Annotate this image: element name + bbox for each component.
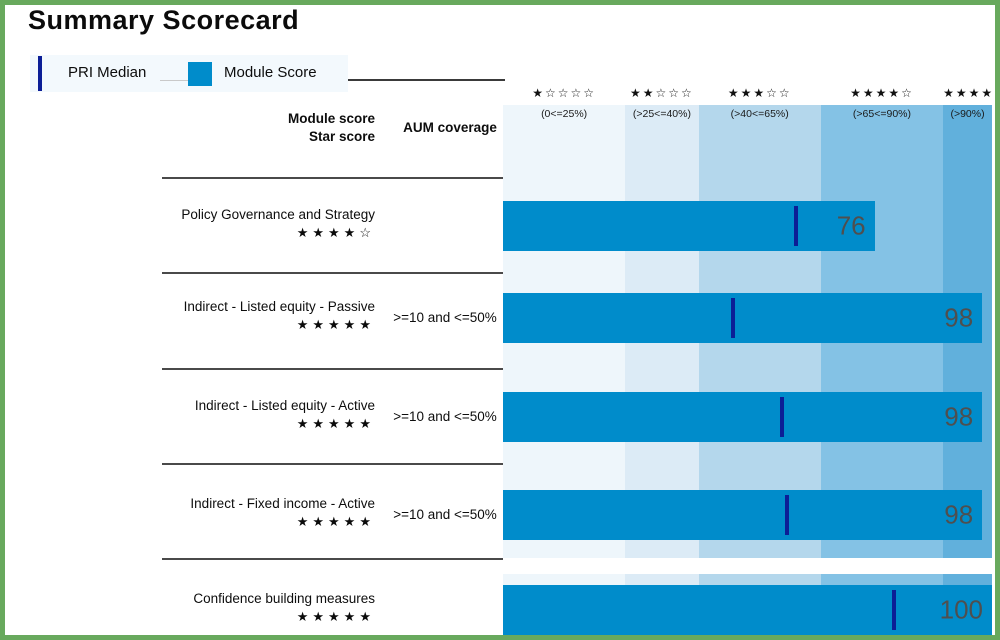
module-score-swatch-icon bbox=[188, 62, 212, 86]
star-score-header: Star score bbox=[308, 129, 375, 144]
aum-coverage-value: >=10 and <=50% bbox=[393, 310, 497, 325]
band-range-label: (>90%) bbox=[950, 108, 985, 120]
row-divider-line bbox=[162, 558, 503, 560]
aum-coverage-value: >=10 and <=50% bbox=[393, 409, 497, 424]
module-score-value: 98 bbox=[944, 401, 974, 432]
row-divider-line bbox=[162, 463, 503, 465]
star-score: ★★★★☆ bbox=[296, 225, 375, 240]
module-score-bar: 98 bbox=[503, 293, 983, 343]
chart-legend: PRI Median Module Score bbox=[30, 55, 348, 92]
page-title: Summary Scorecard bbox=[28, 5, 300, 35]
band-range-label: (>40<=65%) bbox=[730, 108, 789, 120]
legend-pri-median-label: PRI Median bbox=[68, 64, 147, 81]
star-score: ★★★★★ bbox=[296, 609, 375, 624]
pri-median-tick bbox=[892, 590, 897, 630]
aum-coverage-value: >=10 and <=50% bbox=[393, 507, 497, 522]
star-band-header: ★★★☆☆ bbox=[727, 86, 792, 100]
module-score-value: 98 bbox=[944, 499, 974, 530]
row-label-block: Policy Governance and Strategy ★★★★☆ bbox=[181, 207, 375, 241]
pri-median-line-icon bbox=[38, 56, 42, 91]
column-header-aum-coverage: AUM coverage bbox=[403, 120, 497, 135]
legend-module-score-label: Module Score bbox=[224, 64, 317, 81]
module-name-label: Indirect - Fixed income - Active bbox=[190, 496, 375, 511]
module-score-value: 100 bbox=[939, 594, 983, 625]
band-range-label: (>25<=40%) bbox=[632, 108, 691, 120]
module-name-label: Indirect - Listed equity - Passive bbox=[183, 299, 375, 314]
module-score-value: 98 bbox=[944, 302, 974, 333]
band-range-label: (>65<=90%) bbox=[852, 108, 912, 120]
star-band-header: ★☆☆☆☆ bbox=[532, 86, 597, 100]
star-score: ★★★★★ bbox=[296, 514, 375, 529]
module-score-bar: 100 bbox=[503, 585, 992, 635]
pri-median-tick bbox=[794, 206, 799, 246]
module-name-label: Indirect - Listed equity - Active bbox=[194, 398, 375, 413]
module-score-bar: 98 bbox=[503, 392, 983, 442]
row-divider-line bbox=[162, 177, 503, 179]
star-band-header: ★★★★☆ bbox=[850, 86, 914, 100]
star-band-header: ★★☆☆☆ bbox=[630, 86, 694, 100]
module-name-label: Policy Governance and Strategy bbox=[181, 207, 375, 222]
band-range-label: (0<=25%) bbox=[541, 108, 588, 120]
row-label-block: Confidence building measures ★★★★★ bbox=[193, 591, 375, 625]
pri-median-tick bbox=[730, 298, 735, 338]
star-band-header: ★★★★★ bbox=[943, 86, 1000, 100]
row-divider-line bbox=[162, 368, 503, 370]
module-score-header: Module score bbox=[287, 111, 375, 126]
column-header-module-star-score: Module score Star score bbox=[288, 110, 375, 146]
module-score-bar: 98 bbox=[503, 490, 983, 540]
row-label-block: Indirect - Listed equity - Active ★★★★★ bbox=[195, 398, 375, 432]
star-band-header-row: ★☆☆☆☆ ★★☆☆☆ ★★★☆☆ ★★★★☆ ★★★★★ bbox=[503, 86, 1000, 104]
legend-rule-line bbox=[348, 79, 505, 81]
star-score: ★★★★★ bbox=[296, 317, 375, 332]
pri-median-tick bbox=[784, 495, 789, 535]
pri-median-tick bbox=[779, 397, 784, 437]
row-divider-line bbox=[162, 272, 503, 274]
module-score-bar: 76 bbox=[503, 201, 875, 251]
row-label-block: Indirect - Listed equity - Passive ★★★★★ bbox=[184, 299, 375, 333]
legend-divider-line bbox=[160, 80, 188, 81]
row-label-block: Indirect - Fixed income - Active ★★★★★ bbox=[190, 496, 375, 530]
module-name-label: Confidence building measures bbox=[193, 591, 375, 606]
star-score: ★★★★★ bbox=[296, 416, 375, 431]
module-score-value: 76 bbox=[836, 210, 866, 241]
